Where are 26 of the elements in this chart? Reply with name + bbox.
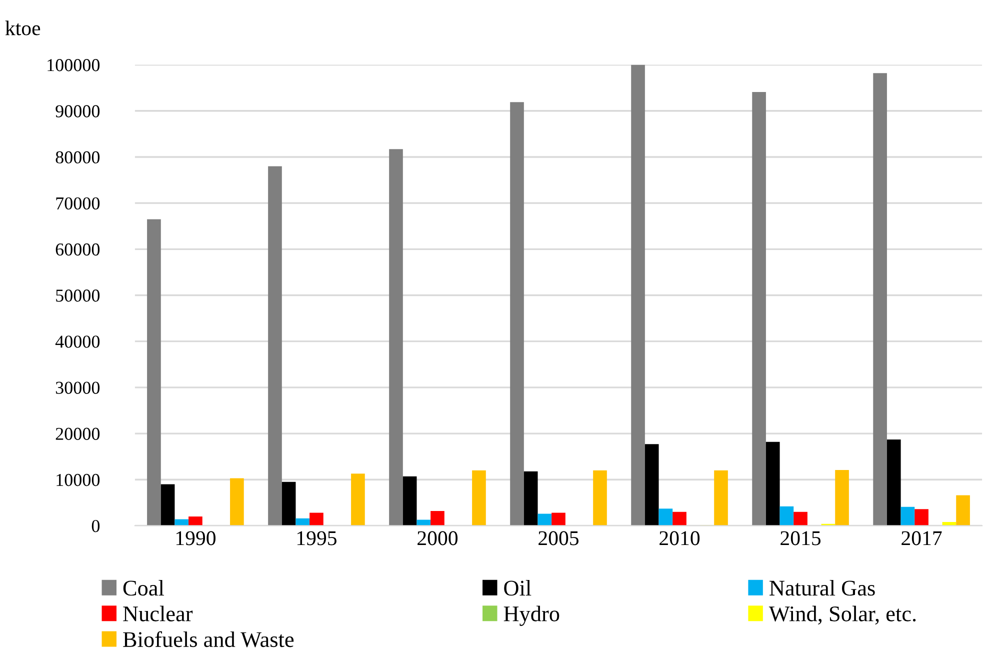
y-axis-title: ktoe <box>5 20 40 36</box>
y-tick-label: 40000 <box>55 336 100 348</box>
y-tick-label: 80000 <box>56 151 100 164</box>
legend-label: Coal <box>123 580 164 596</box>
y-tick-label: 70000 <box>56 197 100 210</box>
y-tick-label: 60000 <box>56 243 100 256</box>
y-tick-label: 50000 <box>56 290 100 302</box>
y-tick-label: 0 <box>92 520 100 532</box>
x-tick-label: 2015 <box>780 531 821 546</box>
legend-label: Biofuels and Waste <box>123 631 294 648</box>
legend-label: Nuclear <box>123 606 193 622</box>
y-tick-label: 20000 <box>56 428 100 440</box>
x-tick-label: 2000 <box>418 531 458 546</box>
y-tick-label: 90000 <box>56 105 100 118</box>
x-tick-label: 2017 <box>902 531 942 546</box>
x-tick-label: 1995 <box>297 531 336 546</box>
y-tick-label: 30000 <box>56 382 100 394</box>
x-tick-label: 2010 <box>660 531 700 546</box>
legend-label: Oil <box>504 580 532 596</box>
y-tick-label: 100000 <box>48 59 100 72</box>
x-tick-label: 1990 <box>176 531 216 546</box>
y-tick-label: 10000 <box>56 474 100 486</box>
legend-label: Wind, Solar, etc. <box>768 606 916 625</box>
legend-label: Hydro <box>504 606 560 626</box>
legend-label: Natural Gas <box>770 580 875 596</box>
x-tick-label: 2005 <box>538 531 579 546</box>
